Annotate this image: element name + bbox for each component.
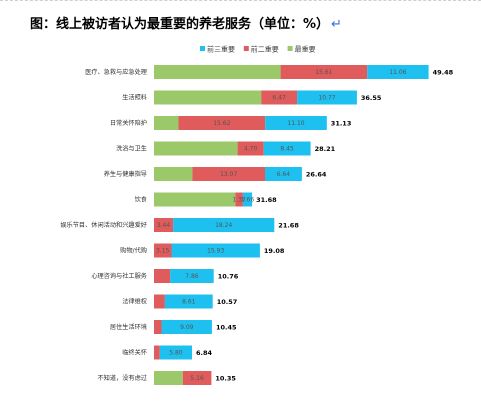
category-labels: 医疗、急救与应急处理生活照料日常关怀陪护洗浴与卫生养生与健康指导饮食娱乐节目、休… [60,68,147,382]
bar-segment [154,371,183,385]
total-labels: 49.48 36.55 31.13 28.21 26.64 31.68 21.68 19.08… [196,68,454,382]
bar-segment [265,167,302,181]
bar-segment [242,192,253,207]
total-value-label: 31.13 [331,119,352,127]
bar-segment [164,294,213,309]
bar-segment [154,192,236,207]
category-label: 心理咨询与社工服务 [91,272,147,280]
segment-value-label: 7.86 [185,273,199,280]
bar-segment [154,320,162,334]
category-label: 生活照料 [122,94,147,102]
category-label: 饮食 [135,196,148,204]
chart-title-text: 图：线上被访者认为最重要的养老服务（单位：%） [30,17,330,32]
total-value-label: 10.57 [217,298,238,306]
bar-segment [159,345,192,360]
total-value-label: 28.21 [315,145,336,153]
bar-segment [235,192,243,207]
legend-label: 最重要 [295,46,316,54]
bar-segment [154,345,160,360]
category-label: 洗浴与卫生 [116,145,147,153]
total-value-label: 6.84 [196,349,213,357]
bar-segment [170,269,214,283]
bar-segment [154,269,171,283]
segment-value-label: 11.10 [287,120,304,127]
legend-swatch [243,46,249,51]
bar-segment [178,116,266,130]
bar-segment [265,116,327,130]
category-label: 购物/代购 [120,247,147,255]
bar-segment [280,65,368,79]
segment-value-label: 3.44 [157,222,171,229]
segment-value-label: 11.06 [389,69,406,76]
total-value-label: 10.35 [215,374,236,382]
segment-value-label: 5.80 [169,350,183,357]
chart-legend: 前三重要 前二重要 最重要 [200,45,316,54]
segment-value-label: 15.62 [213,120,230,127]
segment-value-label: 9.09 [180,324,194,331]
bar-segment [154,294,165,309]
bar-segment [237,141,264,156]
bar-segment [192,167,265,181]
segment-value-label: 18.24 [215,222,232,229]
bar-segment [154,167,193,181]
category-label: 居住生活环境 [110,323,147,331]
category-label: 不知道，没有虑过 [98,374,148,382]
bar-segment [171,243,260,258]
total-value-label: 49.48 [433,68,454,76]
total-value-label: 10.45 [216,323,237,331]
total-value-label: 19.08 [264,247,285,255]
segment-value-label: 1.66 [241,197,255,204]
total-value-label: 36.55 [361,94,382,102]
segment-value-label: 8.45 [280,146,294,153]
legend-swatch [287,46,293,51]
category-label: 养生与健康指导 [104,170,147,178]
segment-value-label: 6.64 [277,171,291,178]
category-label: 临终关怀 [122,349,147,357]
category-label: 娱乐节目、休闲活动和兴趣爱好 [60,221,147,229]
bar-segment [154,243,172,258]
total-value-label: 31.68 [256,196,277,204]
segment-value-label: 4.70 [244,146,258,153]
segment-labels: 15.61 11.06 6.47 10.77 15.62 11.10 4.70 8.45 13.… [156,69,407,382]
legend-label: 前三重要 [207,45,235,54]
total-value-label: 26.64 [306,170,327,178]
segment-value-label: 15.93 [207,248,224,255]
total-value-label: 21.68 [278,221,299,229]
bar-segment [261,90,298,105]
segment-value-label: 6.47 [272,95,286,102]
segment-value-label: 5.16 [190,375,204,382]
total-value-label: 10.76 [218,272,239,280]
bar-segments [154,65,429,385]
legend-label: 前二重要 [251,45,279,54]
legend-swatch [200,46,205,51]
bar-segment [154,218,174,232]
category-label: 医疗、急救与应急处理 [85,68,147,76]
bar-segment [263,141,311,156]
bar-segment [154,90,262,105]
segment-value-label: 3.15 [156,248,170,255]
segment-value-label: 1.37 [232,197,246,204]
category-label: 法律维权 [122,298,147,306]
bar-segment [182,371,212,385]
segment-value-label: 13.07 [220,171,237,178]
bar-segment [154,65,281,79]
bar-segment [161,320,212,334]
segment-value-label: 8.61 [182,299,196,306]
segment-value-label: 10.77 [318,95,335,102]
page-top-border [0,0,481,5]
bar-segment [154,116,179,130]
bar-segment [173,218,275,232]
bar-segment [154,141,238,156]
paragraph-mark-icon: ↵ [331,17,342,32]
bar-segment [297,90,357,105]
bar-segment [367,65,429,79]
category-label: 日常关怀陪护 [110,119,147,127]
chart-title: 图：线上被访者认为最重要的养老服务（单位：%） ↵ [30,13,342,32]
segment-value-label: 15.61 [315,69,332,76]
